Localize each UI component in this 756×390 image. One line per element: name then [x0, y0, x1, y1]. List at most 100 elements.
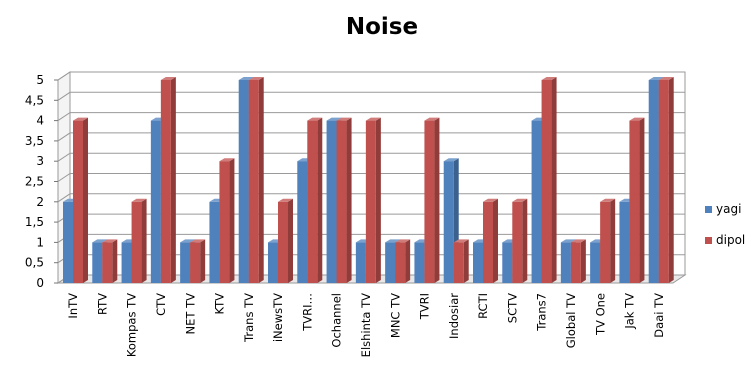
bar-front — [385, 242, 396, 283]
bar-top — [512, 198, 528, 202]
bar-front — [92, 242, 103, 283]
y-tick-label: 5 — [36, 73, 44, 87]
x-category-label: Trans TV — [242, 293, 256, 343]
bar-dipol-1 — [102, 239, 118, 283]
bar-front — [336, 120, 347, 283]
bar-front — [73, 120, 83, 283]
bar-top — [160, 77, 176, 80]
bar-front — [473, 242, 483, 283]
bar-front — [209, 201, 220, 283]
bar-top — [658, 77, 674, 80]
x-axis-labels: InTV RTV Kompas TV CTV NET TV KTV Trans TV iNew… — [66, 293, 666, 358]
x-category-label: Jak TV — [623, 293, 637, 330]
bar-top — [600, 198, 616, 202]
bar-top — [307, 117, 323, 121]
bar-top — [248, 77, 264, 80]
bar-side — [346, 117, 352, 283]
gridline — [57, 152, 685, 162]
bar-top — [483, 198, 498, 202]
x-category-label: TVRI — [418, 293, 432, 320]
x-category-label: MNC TV — [388, 293, 402, 338]
bar-top — [278, 198, 293, 202]
bar-side — [200, 239, 206, 283]
gridline — [57, 71, 685, 81]
bar-side — [317, 117, 323, 283]
bar-front — [248, 80, 259, 283]
bar-top — [629, 117, 645, 121]
x-category-label: Trans7 — [535, 293, 549, 332]
bar-side — [610, 198, 616, 283]
gridline — [57, 91, 685, 101]
x-category-label: RCTI — [476, 293, 490, 319]
bar-front — [512, 201, 523, 283]
bar-side — [639, 117, 645, 283]
bar-front — [648, 80, 659, 283]
bar-front — [560, 242, 571, 283]
bar-front — [268, 242, 278, 283]
bar-front — [219, 161, 230, 283]
bar-top — [102, 239, 118, 243]
bar-side — [83, 117, 88, 283]
y-tick-label: 3 — [36, 154, 44, 168]
bar-front — [395, 242, 406, 283]
bar-front — [443, 161, 454, 283]
bar-side — [493, 198, 498, 283]
bar-front — [414, 242, 425, 283]
legend: yagi dipol — [705, 202, 745, 247]
bar-front — [326, 120, 337, 283]
bar-top — [365, 117, 381, 121]
bar-top — [73, 117, 88, 121]
x-category-label: KTV — [213, 293, 227, 315]
bar-front — [63, 201, 73, 283]
bar-front — [238, 80, 249, 283]
bar-front — [453, 242, 464, 283]
x-category-label: Daai TV — [652, 293, 666, 338]
x-category-label: SCTV — [505, 293, 519, 323]
x-category-label: Elshinta TV — [359, 293, 373, 357]
bar-front — [278, 201, 288, 283]
bar-top — [395, 239, 411, 243]
bar-front — [297, 161, 308, 283]
x-category-label: NET TV — [183, 293, 197, 335]
bar-side — [405, 239, 411, 283]
bar-side — [288, 198, 293, 283]
bar-dipol-6 — [248, 77, 264, 283]
bar-top — [424, 117, 440, 121]
bar-dipol-5 — [219, 158, 235, 283]
y-tick-label: 0 — [36, 276, 44, 290]
bar-front — [160, 80, 171, 283]
legend-swatch-dipol — [705, 237, 712, 244]
legend-label-dipol: dipol — [716, 233, 745, 247]
y-tick-label: 2 — [36, 195, 44, 209]
bar-dipol-19 — [629, 117, 645, 283]
y-axis-ticks: 0 0,5 1 1,5 2 2,5 3 3,5 4 4,5 5 — [25, 73, 44, 290]
bar-front — [541, 80, 552, 283]
bar-dipol-16 — [541, 77, 557, 283]
bar-front — [307, 120, 318, 283]
bar-dipol-7 — [278, 198, 293, 283]
bar-front — [658, 80, 669, 283]
bar-front — [619, 201, 630, 283]
bar-top — [190, 239, 206, 243]
y-tick-label: 4,5 — [25, 93, 44, 107]
bar-dipol-18 — [600, 198, 616, 283]
bar-dipol-20 — [658, 77, 674, 283]
bar-side — [668, 77, 674, 283]
bar-front — [131, 201, 142, 283]
chart-title: Noise — [346, 14, 418, 40]
bar-side — [463, 239, 469, 283]
bar-front — [483, 201, 493, 283]
gridline — [57, 112, 685, 122]
bar-front — [502, 242, 513, 283]
x-category-label: TVRI… — [300, 293, 314, 332]
bar-top — [131, 198, 147, 202]
x-category-label: Ochannel — [330, 293, 344, 348]
bar-dipol-10 — [365, 117, 381, 283]
y-tick-label: 1,5 — [25, 215, 44, 229]
bar-dipol-3 — [160, 77, 176, 283]
gridline — [57, 132, 685, 142]
bar-dipol-15 — [512, 198, 528, 283]
bar-dipol-8 — [307, 117, 323, 283]
bar-dipol-4 — [190, 239, 206, 283]
x-category-label: Indosiar — [447, 293, 461, 339]
